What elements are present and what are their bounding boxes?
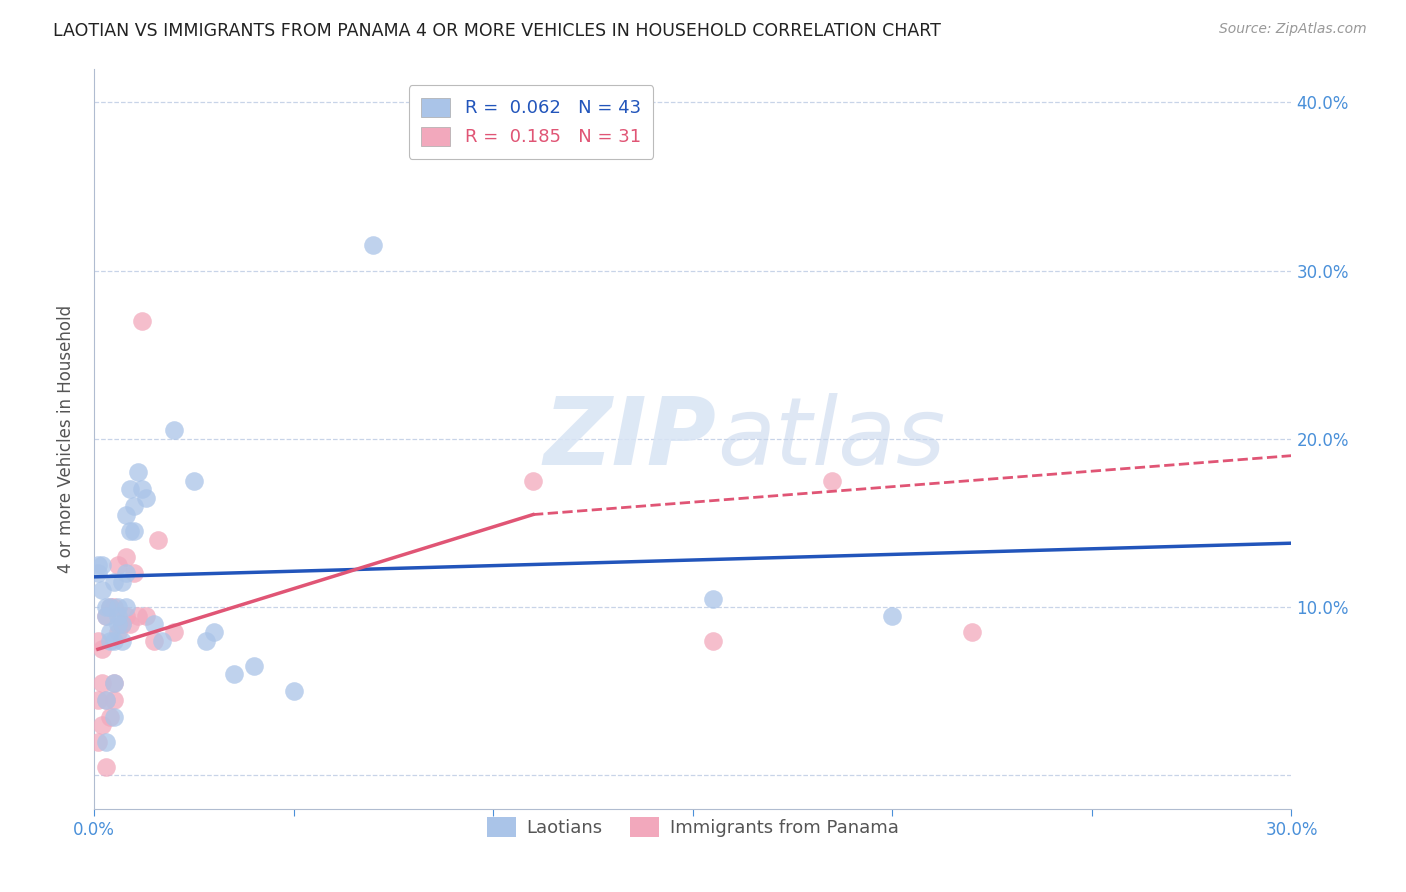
Point [98,633,121,648]
Point [107,608,129,623]
Point [94,735,117,749]
Point [87,692,110,706]
Point [183,474,205,488]
Point [94,760,117,774]
Point [115,600,138,615]
Point [135,491,157,505]
Point [94,692,117,706]
Point [94,692,117,706]
Point [87,633,110,648]
Point [131,483,153,497]
Point [118,524,141,539]
Point [103,600,125,615]
Point [283,684,305,698]
Point [115,549,138,564]
Point [111,617,134,632]
Legend: Laotians, Immigrants from Panama: Laotians, Immigrants from Panama [479,810,905,845]
Text: Source: ZipAtlas.com: Source: ZipAtlas.com [1219,22,1367,37]
Point [960,625,983,640]
Point [107,600,129,615]
Point [115,566,138,581]
Point [142,617,165,632]
Point [127,608,149,623]
Point [90,676,112,690]
Point [107,558,129,572]
Point [98,600,121,615]
Text: atlas: atlas [717,393,945,484]
Point [127,466,149,480]
Y-axis label: 4 or more Vehicles in Household: 4 or more Vehicles in Household [58,305,75,573]
Point [87,558,110,572]
Point [111,574,134,589]
Point [107,617,129,632]
Point [115,608,138,623]
Point [202,625,225,640]
Point [90,558,112,572]
Point [363,238,385,252]
Point [702,633,724,648]
Point [103,692,125,706]
Point [103,633,125,648]
Point [87,566,110,581]
Point [90,718,112,732]
Point [103,676,125,690]
Point [115,508,138,522]
Text: LAOTIAN VS IMMIGRANTS FROM PANAMA 4 OR MORE VEHICLES IN HOUSEHOLD CORRELATION CH: LAOTIAN VS IMMIGRANTS FROM PANAMA 4 OR M… [53,22,941,40]
Point [821,474,844,488]
Point [194,633,217,648]
Point [150,633,173,648]
Point [702,591,724,606]
Point [522,474,544,488]
Point [222,667,245,681]
Point [98,709,121,723]
Point [98,625,121,640]
Point [882,608,904,623]
Point [90,583,112,598]
Point [122,499,145,513]
Point [107,625,129,640]
Point [142,633,165,648]
Point [118,617,141,632]
Point [146,533,169,547]
Point [131,314,153,328]
Point [103,709,125,723]
Text: ZIP: ZIP [544,392,717,485]
Point [87,735,110,749]
Point [135,608,157,623]
Point [163,625,186,640]
Point [94,600,117,615]
Point [90,642,112,657]
Point [163,424,186,438]
Point [111,617,134,632]
Point [103,574,125,589]
Point [94,608,117,623]
Point [111,633,134,648]
Point [242,659,264,673]
Point [98,600,121,615]
Point [103,676,125,690]
Point [94,608,117,623]
Point [122,566,145,581]
Point [118,483,141,497]
Point [122,524,145,539]
